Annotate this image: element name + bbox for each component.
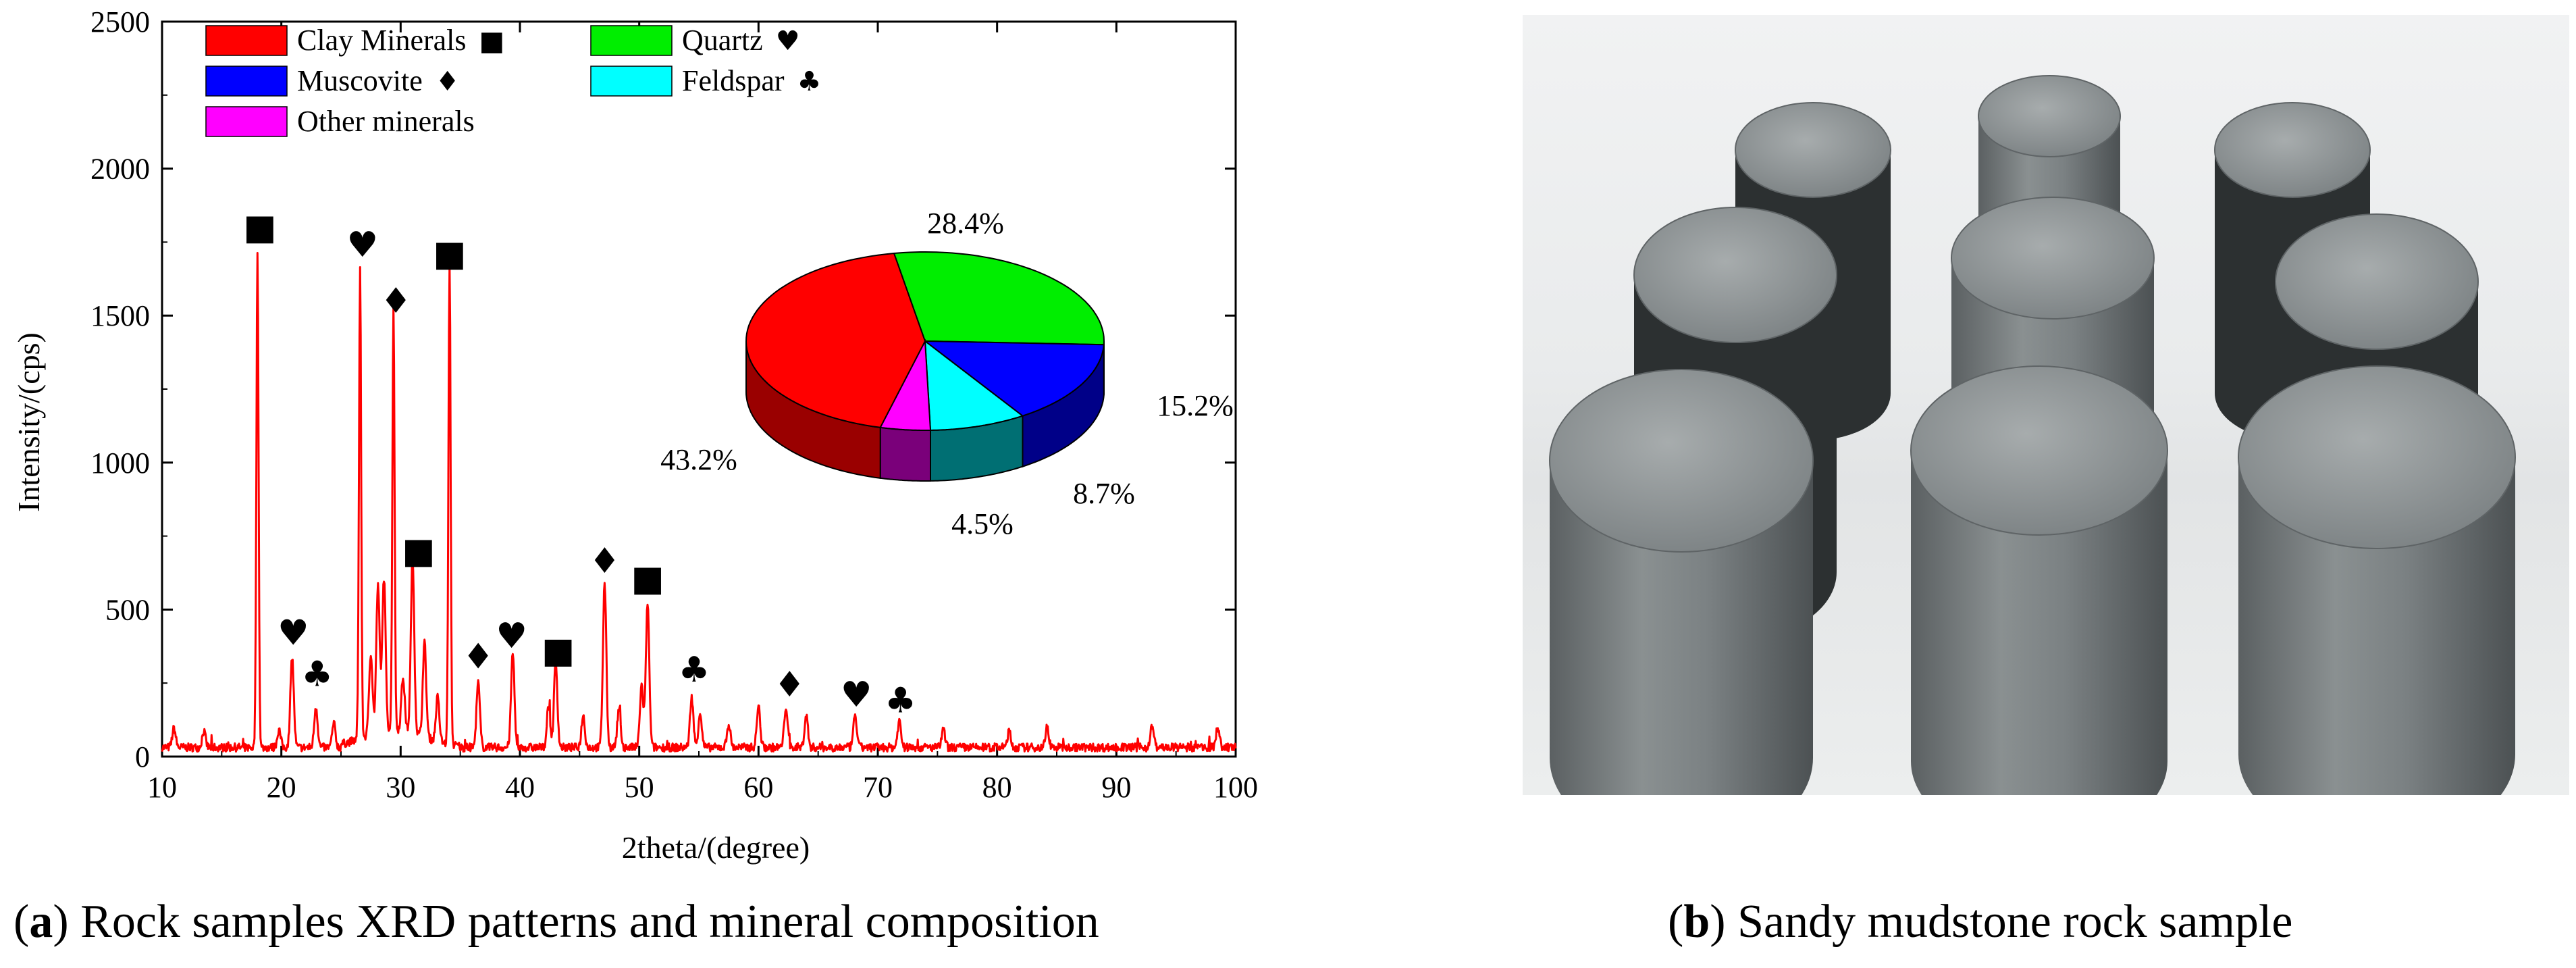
x-axis-label: 2theta/(degree): [622, 830, 810, 865]
caption-a-letter: a: [29, 896, 53, 948]
pie-slice: [924, 339, 1024, 431]
x-tick-label: 20: [267, 771, 296, 804]
peak-marker: ♣: [885, 681, 916, 721]
y-tick-label: 2000: [90, 153, 150, 186]
peak-marker: ■: [243, 207, 276, 248]
y-tick-label: 0: [135, 740, 150, 773]
legend-swatch: [205, 25, 288, 56]
legend-label: Muscovite ♦: [297, 64, 460, 97]
peak-marker: ♥: [841, 675, 872, 715]
legend-label: Other minerals: [297, 105, 475, 138]
pie-percent-label: 28.4%: [927, 207, 1004, 240]
legend-swatch: [205, 66, 288, 97]
x-tick-label: 60: [743, 771, 773, 804]
caption-a-text: Rock samples XRD patterns and mineral co…: [68, 896, 1099, 948]
peak-marker: ♥: [496, 616, 527, 657]
x-tick-label: 40: [505, 771, 535, 804]
y-tick-label: 1500: [90, 299, 150, 332]
legend-label: Quartz ♥: [682, 24, 800, 57]
peak-marker: ♦: [380, 281, 412, 322]
y-tick-label: 1000: [90, 447, 150, 480]
x-tick-label: 90: [1101, 771, 1131, 804]
peak-marker: ♦: [774, 665, 806, 705]
sandy-mudstone-photo: [1523, 15, 2569, 849]
peak-marker: ■: [433, 234, 466, 274]
legend-symbol: ♥: [776, 26, 800, 57]
x-tick-label: 70: [863, 771, 893, 804]
y-axis-label: Intensity/(cps): [11, 332, 46, 512]
pie-slice: [745, 252, 926, 428]
x-tick-label: 80: [982, 771, 1012, 804]
x-tick-label: 30: [386, 771, 415, 804]
x-tick-label: 10: [147, 771, 177, 804]
rock-core-cylinder: [1549, 369, 1814, 849]
rock-core-cylinder: [2238, 365, 2516, 846]
pie-slice: [879, 338, 932, 431]
pie-percent-label: 4.5%: [951, 507, 1014, 540]
pie-slice-side: [879, 426, 931, 482]
caption-b-text: Sandy mudstone rock sample: [1725, 896, 2293, 948]
peak-marker: ♦: [589, 541, 621, 582]
legend-label: Feldspar ♣: [682, 64, 821, 97]
caption-b-letter: b: [1683, 896, 1710, 948]
pie-slice: [893, 251, 1105, 346]
y-tick-label: 500: [105, 593, 150, 626]
xrd-chart: 10 20 30 40 50 60 70 80 90 100 0 500 1000 1500 2000 250…: [0, 0, 1269, 878]
legend-symbol: ♦: [436, 66, 460, 97]
x-tick-label: 100: [1213, 771, 1258, 804]
pie-percent-label: 8.7%: [1073, 477, 1135, 510]
y-tick-label: 2500: [90, 5, 150, 39]
caption-b: (b) Sandy mudstone rock sample: [1668, 896, 2293, 948]
legend-swatch: [590, 66, 673, 97]
pie-percent-label: 15.2%: [1157, 389, 1234, 422]
peak-marker: ♦: [463, 636, 494, 677]
x-tick-label: 50: [625, 771, 654, 804]
legend-swatch: [590, 25, 673, 56]
peak-marker: ♥: [278, 613, 309, 654]
xrd-spectrum-line: [161, 252, 1237, 753]
peak-marker: ■: [631, 559, 664, 599]
caption-a: (a) Rock samples XRD patterns and minera…: [14, 896, 1099, 948]
peak-marker: ■: [402, 531, 435, 571]
legend-symbol: ■: [479, 26, 505, 57]
pie-slice: [922, 340, 1105, 417]
rock-core-cylinder: [1910, 365, 2168, 846]
legend-label: Clay Minerals ■: [297, 24, 504, 57]
peak-marker: ♣: [679, 650, 710, 690]
peak-marker: ♣: [301, 655, 333, 695]
peak-marker: ♥: [346, 225, 378, 265]
legend-symbol: ♣: [797, 66, 822, 97]
legend-swatch: [205, 106, 288, 137]
pie-percent-label: 43.2%: [660, 443, 737, 476]
peak-marker: ■: [542, 631, 575, 671]
